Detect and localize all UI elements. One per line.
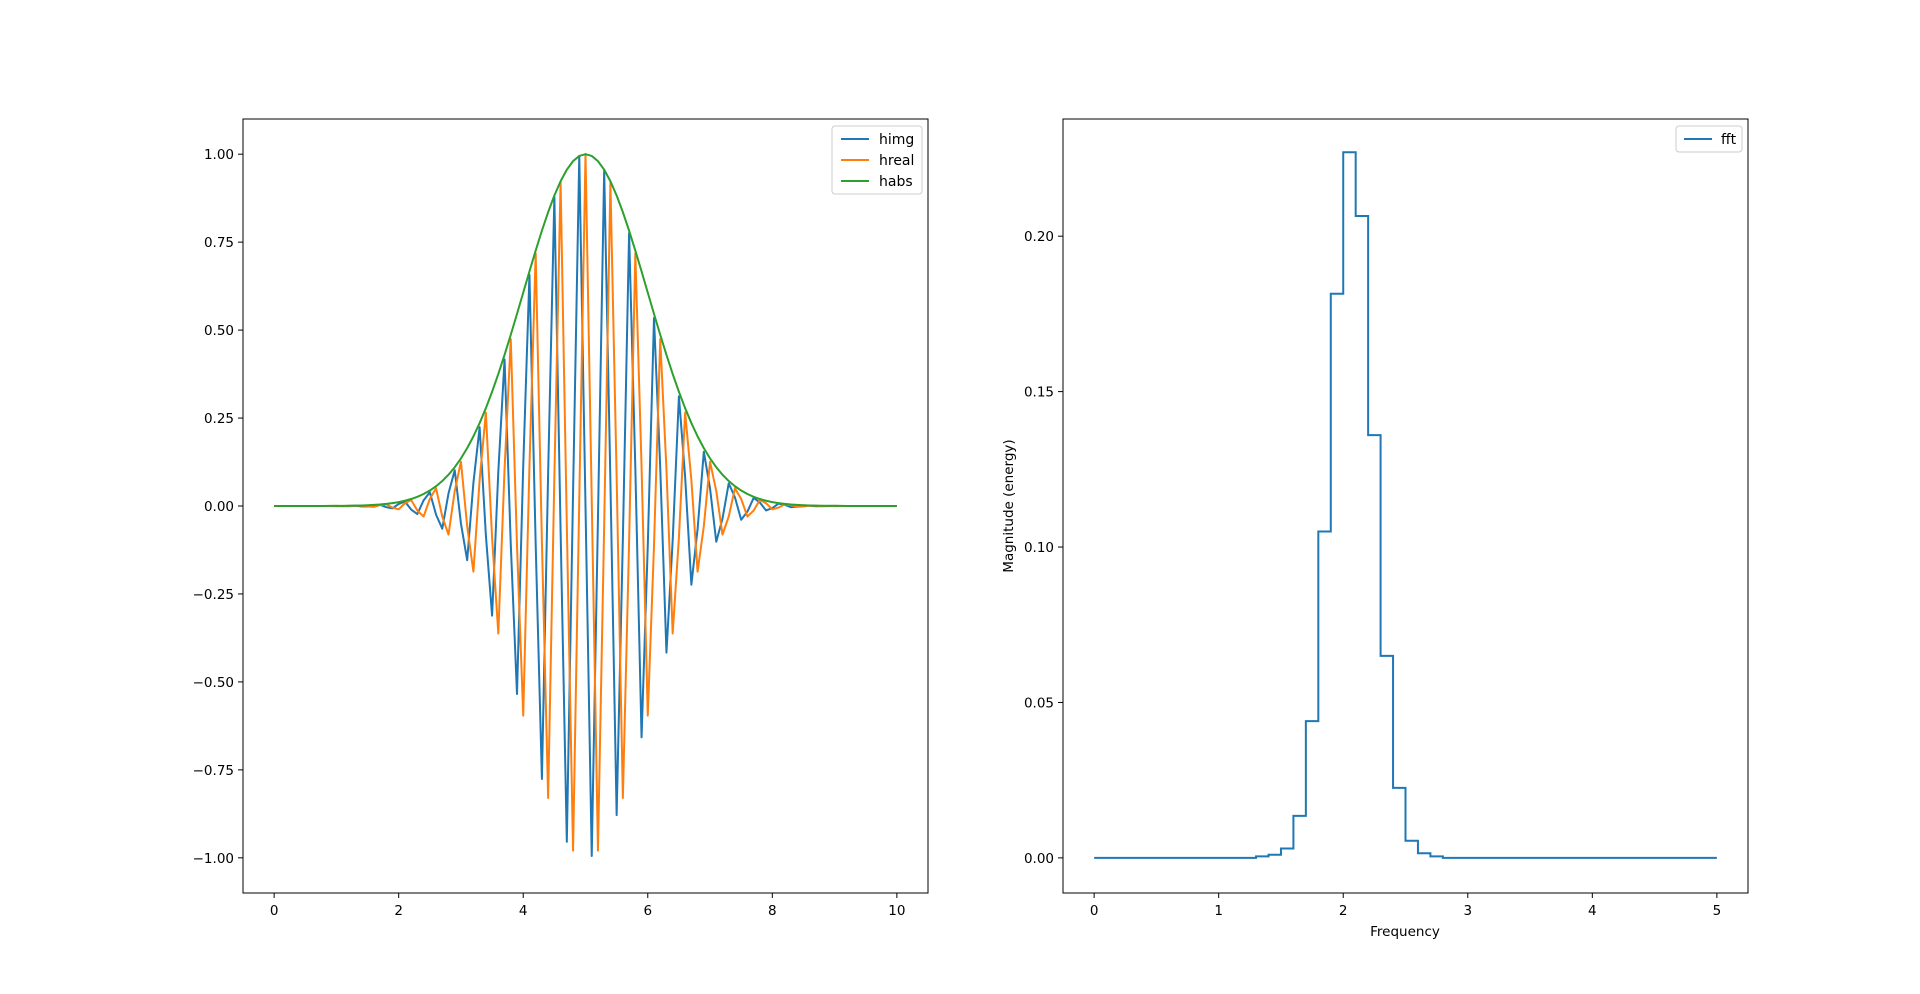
x-tick-label: 2	[1339, 903, 1348, 919]
series-line-habs	[274, 153, 897, 507]
y-tick-label: 0.75	[204, 235, 234, 251]
right-x-ticks: 0 1 2 3 4 5	[1090, 893, 1721, 919]
right-y-axis-label: Magnitude (energy)	[1001, 439, 1017, 572]
y-tick-label: −0.50	[193, 675, 234, 691]
left-x-ticks: 0 2 4 6 8 10	[270, 893, 905, 919]
y-tick-label: 0.10	[1024, 540, 1054, 556]
series-line-fft	[1094, 151, 1717, 859]
right-axes: 0 1 2 3 4 5 0.00 0.05 0.10 0.15 0.20 Frequency Ma…	[1001, 118, 1749, 940]
right-y-ticks: 0.00 0.05 0.10 0.15 0.20	[1024, 229, 1063, 867]
left-axes: 0 2 4 6 8 10 −1.00 −0.75 −0.50 −0.25 0.00 0.25 0.50…	[193, 118, 929, 919]
legend-label-hreal: hreal	[879, 153, 914, 169]
y-tick-label: −0.75	[193, 763, 234, 779]
y-tick-label: −1.00	[193, 851, 234, 867]
y-tick-label: 0.05	[1024, 695, 1054, 711]
y-tick-label: 0.50	[204, 323, 234, 339]
right-plot-lines	[1094, 151, 1717, 859]
left-plot-lines	[274, 153, 897, 857]
left-y-ticks: −1.00 −0.75 −0.50 −0.25 0.00 0.25 0.50 0.75 1.00	[193, 147, 243, 867]
legend-label-fft: fft	[1721, 132, 1737, 148]
right-axes-frame	[1062, 118, 1749, 894]
x-tick-label: 5	[1713, 903, 1722, 919]
right-legend: fft	[1675, 125, 1743, 153]
x-tick-label: 1	[1214, 903, 1223, 919]
right-x-axis-label: Frequency	[1370, 924, 1440, 940]
x-tick-label: 0	[270, 903, 279, 919]
y-tick-label: 1.00	[204, 147, 234, 163]
x-tick-label: 6	[643, 903, 652, 919]
x-tick-label: 4	[1588, 903, 1597, 919]
left-legend-box	[831, 125, 923, 195]
x-tick-label: 2	[394, 903, 403, 919]
x-tick-label: 0	[1090, 903, 1099, 919]
x-tick-label: 4	[519, 903, 528, 919]
y-tick-label: 0.00	[204, 499, 234, 515]
y-tick-label: −0.25	[193, 587, 234, 603]
y-tick-label: 0.15	[1024, 385, 1054, 401]
left-legend: himg hreal habs	[831, 125, 923, 195]
y-tick-label: 0.20	[1024, 229, 1054, 245]
y-tick-label: 0.25	[204, 411, 234, 427]
x-tick-label: 8	[768, 903, 777, 919]
y-tick-label: 0.00	[1024, 851, 1054, 867]
legend-label-habs: habs	[879, 174, 913, 190]
x-tick-label: 10	[888, 903, 905, 919]
x-tick-label: 3	[1463, 903, 1472, 919]
legend-label-himg: himg	[879, 132, 914, 148]
